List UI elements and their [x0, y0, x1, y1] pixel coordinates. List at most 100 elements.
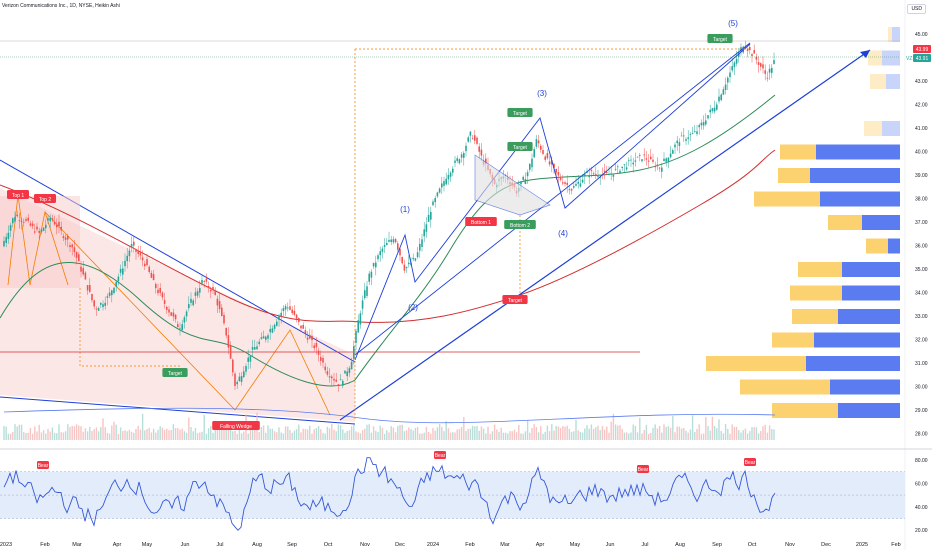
candle-body: [414, 258, 417, 261]
elliott-wave-path: [354, 43, 751, 361]
candle-body: [130, 244, 133, 248]
volume-bar: [240, 433, 243, 440]
volume-bar: [397, 426, 399, 440]
volume-bar: [53, 432, 56, 440]
pattern-label: Target: [168, 371, 183, 377]
volume-bar: [496, 429, 498, 440]
pattern-label: Top 1: [12, 193, 24, 199]
volume-bar: [69, 427, 71, 440]
volume-bar: [16, 426, 18, 440]
currency-badge[interactable]: USD: [907, 4, 926, 14]
candle-body: [295, 314, 298, 319]
candle-body: [293, 310, 296, 315]
volume-bar: [170, 430, 172, 440]
rsi-panel: 80.00 60.00 40.00 20.00 Bear Bear Bear Bear: [0, 448, 932, 534]
candle-body: [137, 251, 139, 254]
volume-bar: [91, 430, 93, 440]
pattern-label-bg: [507, 142, 533, 151]
candle-body: [78, 254, 80, 262]
candle-body: [397, 243, 399, 250]
vp-sell-bar: [838, 403, 900, 418]
moving-averages: [0, 94, 776, 387]
volume-bar: [698, 424, 700, 440]
candle-body: [302, 325, 304, 329]
volume-bar: [652, 427, 654, 440]
volume-bar: [713, 425, 716, 440]
rsi-tick-label: 20.00: [915, 528, 928, 534]
candle-body: [520, 181, 522, 185]
candle-body: [379, 251, 381, 256]
target-projection: [79, 288, 180, 367]
candle-body: [595, 173, 597, 175]
volume-bar: [456, 429, 458, 440]
flag-pattern: [474, 154, 551, 216]
volume-bar: [322, 433, 324, 440]
candle-body: [757, 62, 760, 66]
candle-body: [221, 307, 223, 316]
volume-bar: [372, 426, 375, 440]
candle-body: [108, 292, 111, 296]
candle-body: [713, 107, 716, 112]
volume-bar: [467, 429, 469, 440]
candle-body: [562, 182, 564, 184]
candle-body: [304, 330, 307, 334]
candle-body: [753, 50, 755, 54]
volume-bar: [47, 428, 49, 440]
vp-sell-bar: [830, 379, 900, 395]
elliott-wave-label: (2): [408, 303, 418, 312]
vp-sell-bar: [882, 121, 900, 136]
volume-bar: [75, 424, 78, 440]
candle-body: [306, 337, 309, 340]
volume-bar: [656, 428, 659, 440]
time-tick-label: Dec: [821, 542, 831, 548]
candle-body: [260, 337, 263, 339]
vp-sell-bar: [816, 144, 900, 160]
time-tick-label: Mar: [500, 542, 510, 548]
candle-body: [537, 140, 540, 144]
volume-bar: [311, 433, 313, 440]
volume-bar: [95, 427, 98, 440]
volume-bar: [412, 430, 414, 440]
candle-body: [238, 376, 241, 382]
candle-body: [31, 223, 34, 227]
time-tick-label: May: [570, 542, 581, 548]
time-tick-label: Nov: [360, 542, 370, 548]
candle-body: [174, 314, 177, 320]
volume-bar: [137, 425, 139, 440]
wedge-upper-line: [0, 159, 356, 363]
volume-bar: [370, 432, 373, 440]
candle-body: [478, 146, 480, 152]
volume-bar: [711, 416, 714, 440]
rsi-bear-label: Bear: [38, 463, 49, 469]
volume-bar: [3, 425, 5, 440]
candle-body: [625, 167, 628, 170]
candle-body: [348, 368, 351, 374]
volume-bar: [720, 431, 722, 440]
candle-body: [181, 324, 183, 331]
pattern-label: Bottom 2: [510, 223, 530, 229]
volume-bar: [320, 429, 322, 440]
candle-body: [45, 224, 47, 229]
candle-body: [764, 70, 766, 74]
candle-body: [597, 176, 599, 177]
price-tick-label: 32.00: [915, 338, 928, 344]
candle-body: [229, 345, 232, 359]
volume-bar: [232, 431, 234, 440]
pattern-label-bg: [212, 421, 260, 430]
candle-body: [320, 357, 322, 361]
volume-bar: [641, 433, 643, 440]
price-tick-label: 42.00: [915, 103, 928, 109]
wedge-lower-line: [0, 396, 356, 425]
volume-bar: [267, 425, 269, 440]
candle-body: [262, 336, 265, 339]
vp-buy-bar: [868, 50, 882, 66]
candle-body: [599, 177, 601, 178]
volume-bar: [190, 427, 192, 440]
volume-bar: [183, 431, 186, 440]
volume-bar: [100, 427, 102, 440]
candle-body: [535, 139, 538, 147]
volume-bar: [531, 427, 533, 440]
candle-body: [324, 366, 326, 371]
volume-bar: [768, 425, 771, 440]
volume-bar: [423, 432, 425, 440]
